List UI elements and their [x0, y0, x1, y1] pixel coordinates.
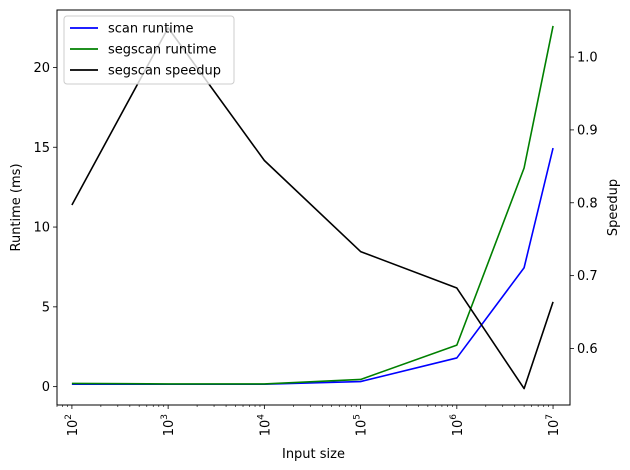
right-y-tick-label: 0.6: [577, 342, 598, 357]
left-y-axis-label: Runtime (ms): [9, 163, 24, 251]
right-y-tick-label: 0.7: [577, 269, 598, 284]
left-y-tick-label: 0: [42, 380, 50, 395]
right-y-tick-label: 1.0: [577, 51, 598, 66]
x-tick-label: 103: [160, 414, 177, 436]
legend-box: [63, 15, 235, 85]
right-y-axis-label: Speedup: [606, 179, 621, 236]
legend: scan runtime segscan runtime segscan spe…: [63, 15, 235, 85]
left-y-tick-label: 15: [33, 141, 50, 156]
left-y-tick-label: 20: [33, 61, 50, 76]
legend-label-segscan-runtime: segscan runtime: [108, 43, 216, 58]
x-axis-label: Input size: [282, 447, 345, 462]
left-y-tick-label: 10: [33, 221, 50, 236]
legend-label-scan-runtime: scan runtime: [108, 22, 193, 37]
axis-layer: 102 103 104 105 106 107 0 5 10 15 20 0.6 0.7 0.8 0.9 1.…: [33, 51, 597, 437]
legend-label-segscan-speedup: segscan speedup: [108, 64, 221, 79]
x-tick-label: 102: [64, 414, 81, 436]
right-y-tick-label: 0.8: [577, 196, 598, 211]
plot-frame: [56, 9, 571, 406]
left-y-tick-label: 5: [42, 300, 50, 315]
series-line-segscan-runtime: [71, 25, 554, 385]
x-tick-label: 105: [353, 414, 370, 436]
x-tick-label: 104: [256, 414, 273, 437]
x-tick-label: 106: [449, 414, 466, 437]
right-y-tick-label: 0.9: [577, 123, 598, 138]
x-tick-label: 107: [545, 414, 562, 436]
